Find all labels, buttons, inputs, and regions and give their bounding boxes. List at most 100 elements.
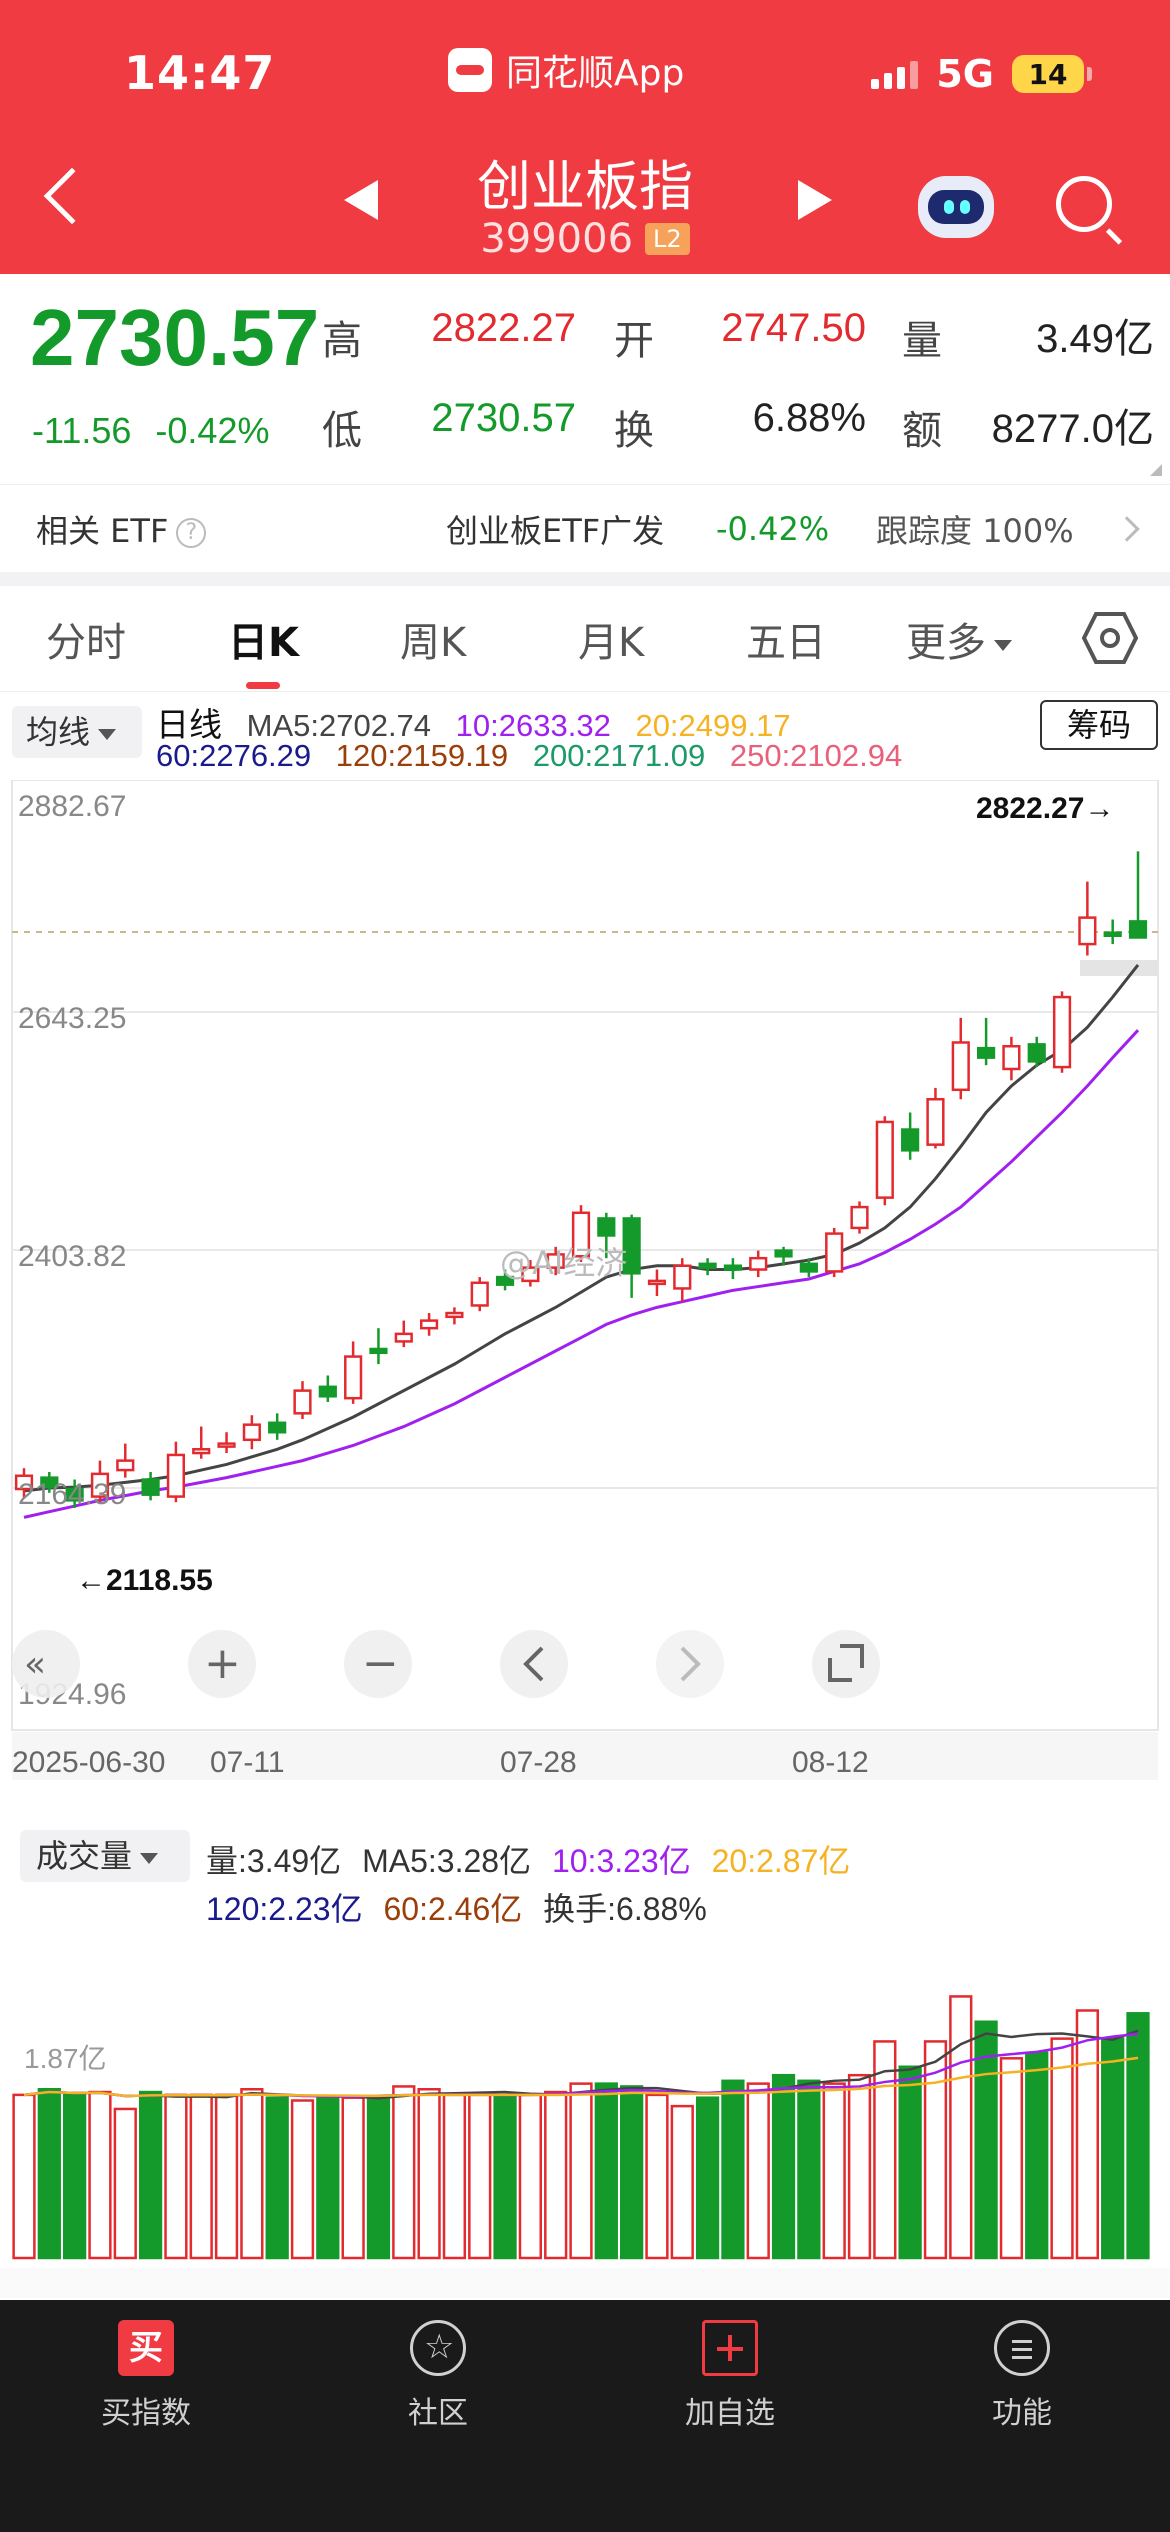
tab-daily-k[interactable]: 日K: [228, 620, 299, 666]
chevron-left-icon: [523, 1646, 544, 1682]
volume-label: 量: [902, 318, 942, 364]
community-star-icon: ☆: [410, 2320, 466, 2376]
ma-legend-line2: 60:2276.29 120:2159.19 200:2171.09 250:2…: [156, 738, 918, 774]
tab-intraday[interactable]: 分时: [46, 620, 126, 666]
ma20-value: 20:2499.17: [635, 708, 791, 743]
low-marker-label: ←2118.55: [76, 1564, 213, 1597]
high-value: 2822.27: [431, 306, 576, 350]
double-chevron-left-icon: «: [24, 1644, 46, 1685]
etf-title: 相关 ETF?: [36, 506, 207, 552]
candle: [825, 1227, 844, 1278]
status-indicators: 5G 14: [871, 52, 1092, 96]
candle: [344, 1341, 363, 1404]
related-etf-row[interactable]: 相关 ETF? 创业板ETF广发 -0.42% 跟踪度 100%: [0, 484, 1170, 572]
x-label-3: 07-28: [500, 1746, 577, 1779]
volume-bar: [63, 2093, 87, 2260]
candle: [318, 1375, 337, 1402]
candles: [14, 851, 1148, 1508]
buy-icon: 买: [118, 2320, 174, 2376]
quote-panel: 2730.57 -11.56 -0.42% 高 2822.27 开 2747.5…: [0, 274, 1170, 484]
volume-indicator-select[interactable]: 成交量: [20, 1830, 190, 1882]
candle: [1103, 919, 1122, 945]
robot-assistant-icon[interactable]: [918, 176, 994, 238]
volume-bar: [923, 2040, 948, 2260]
caret-down-icon: [994, 639, 1012, 651]
candle: [521, 1260, 540, 1287]
volume-bar: [164, 2093, 188, 2260]
prev-stock-icon[interactable]: [344, 180, 378, 220]
candle: [90, 1460, 110, 1505]
volume-bar: [12, 2093, 36, 2260]
volume-bar: [316, 2096, 340, 2260]
etf-name: 创业板ETF广发: [446, 511, 665, 550]
low-label: 低: [322, 408, 362, 454]
volume-bar: [88, 2090, 112, 2260]
volume-bar: [847, 2073, 872, 2260]
search-icon[interactable]: [1056, 176, 1112, 232]
buy-label: 买指数: [101, 2396, 191, 2431]
volume-bar: [670, 2104, 694, 2260]
candle: [65, 1479, 84, 1508]
turnover-label: 换: [614, 408, 654, 454]
candle: [1002, 1036, 1021, 1081]
volume-bar: [949, 1995, 973, 2260]
ma-legend-row: 均线 日线 MA5:2702.74 10:2633.32 20:2499.17 …: [0, 694, 1170, 780]
turnover-value: 6.88%: [752, 396, 866, 440]
functions-button[interactable]: 功能: [922, 2320, 1122, 2432]
high-marker-label: 2822.27→: [976, 792, 1114, 825]
volume-ma-lines: [23, 2029, 1139, 2100]
volume-value: 3.49亿: [1036, 317, 1154, 361]
indicator-select[interactable]: 均线: [12, 706, 142, 758]
volume-bar: [290, 2099, 315, 2260]
volume-bar: [873, 2040, 897, 2260]
candle: [445, 1307, 464, 1325]
volume-chart[interactable]: 1.87亿: [0, 1928, 1170, 2268]
scroll-left-button: [500, 1630, 568, 1698]
etf-tracking: 跟踪度 100%: [876, 511, 1074, 550]
volume-bar: [999, 2057, 1024, 2260]
chart-bottom-padding: [0, 2268, 1170, 2298]
tab-weekly-k[interactable]: 周K: [400, 620, 467, 666]
app-logo-icon: [448, 48, 492, 92]
candle: [647, 1269, 667, 1297]
chevron-right-icon[interactable]: [1114, 515, 1140, 542]
expand-corner-icon[interactable]: [1150, 464, 1162, 476]
tab-more[interactable]: 更多: [906, 610, 1012, 668]
add-watchlist-label: 加自选: [685, 2396, 775, 2431]
help-icon[interactable]: ?: [176, 517, 207, 548]
last-price: 2730.57: [30, 293, 320, 382]
functions-label: 功能: [992, 2396, 1052, 2431]
menu-icon: [994, 2320, 1050, 2376]
tab-five-day[interactable]: 五日: [746, 620, 826, 666]
volume-bar: [442, 2093, 467, 2260]
vol-ma10: 10:3.23亿: [551, 1843, 691, 1879]
community-label: 社区: [408, 2396, 468, 2431]
next-stock-icon[interactable]: [798, 180, 832, 220]
candle: [1078, 881, 1097, 956]
kline-chart[interactable]: 2882.67 2643.25 2403.82 2164.39 1924.96 …: [0, 780, 1170, 1780]
add-watchlist-button[interactable]: 加自选: [630, 2320, 830, 2432]
candle: [850, 1201, 869, 1234]
volume-legend-line1: 量:3.49亿 MA5:3.28亿 10:3.23亿 20:2.87亿: [206, 1836, 850, 1882]
settings-hexagon-icon[interactable]: [1082, 610, 1138, 666]
chip-distribution-button[interactable]: 筹码: [1040, 700, 1158, 750]
community-button[interactable]: ☆ 社区: [338, 2320, 538, 2432]
volume-bar: [417, 2088, 441, 2260]
x-label-2: 07-11: [210, 1746, 285, 1779]
volume-bar: [138, 2090, 163, 2260]
volume-bar: [645, 2093, 669, 2260]
amount-label: 额: [902, 408, 942, 454]
status-app-indicator[interactable]: 同花顺App: [448, 44, 684, 96]
volume-bar: [1050, 2037, 1074, 2260]
candle: [1027, 1036, 1046, 1068]
candle: [369, 1328, 388, 1365]
volume-bar: [37, 2088, 61, 2260]
open-label: 开: [614, 318, 654, 364]
candle: [40, 1471, 59, 1493]
section-divider: [0, 572, 1170, 586]
ma120-value: 120:2159.19: [335, 738, 509, 773]
volume-bar: [113, 2107, 137, 2260]
candle: [749, 1250, 768, 1278]
tab-monthly-k[interactable]: 月K: [578, 620, 645, 666]
buy-index-button[interactable]: 买 买指数: [46, 2320, 246, 2432]
